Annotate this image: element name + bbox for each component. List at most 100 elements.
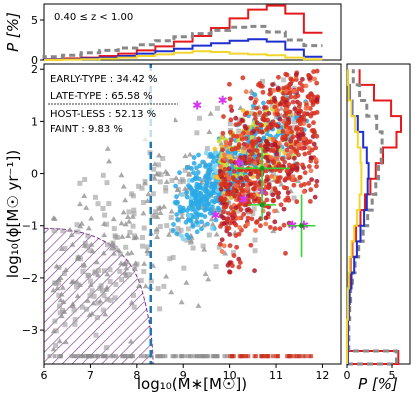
host-less-point: [85, 273, 91, 279]
faint-point: [187, 151, 194, 157]
early-type-point: [287, 125, 293, 131]
early-type-point: [303, 141, 309, 146]
late-type-point: [196, 176, 202, 182]
early-type-point: [254, 219, 260, 224]
right-x-tick-label: 0: [344, 369, 351, 382]
early-type-point: [270, 82, 275, 87]
faint-point: [144, 248, 151, 254]
early-type-point: [243, 136, 249, 141]
early-type-point: [226, 225, 232, 231]
early-type-point: [303, 83, 309, 89]
floor-point: [88, 354, 93, 359]
y-tick-label: 1: [31, 115, 38, 128]
host-less-point: [157, 224, 163, 230]
late-type-point: [200, 159, 206, 165]
late-type-point: [209, 226, 215, 231]
host-less-point: [89, 288, 95, 294]
faint-point: [100, 250, 107, 256]
floor-point: [78, 354, 83, 359]
highlight-star: ✱: [234, 156, 244, 170]
faint-point: [103, 284, 110, 290]
early-type-point: [291, 182, 297, 188]
faint-point: [202, 271, 209, 277]
host-less-point: [193, 204, 199, 210]
faint-point: [118, 220, 125, 226]
early-type-point: [296, 111, 302, 116]
error-bars: [234, 147, 316, 258]
floor-point: [52, 354, 57, 359]
host-less-point: [93, 332, 99, 338]
floor-point: [47, 354, 52, 359]
late-type-point: [213, 217, 219, 223]
late-type-point: [191, 160, 197, 166]
floor-point: [252, 354, 257, 359]
faint-point: [61, 308, 68, 314]
late-type-point: [175, 217, 180, 222]
late-type-point: [184, 232, 190, 238]
floor-point: [214, 354, 219, 359]
late-type-point: [205, 221, 210, 227]
host-less-point: [186, 171, 192, 177]
early-type-point: [228, 159, 234, 164]
main-x-label: log₁₀(M∗[M☉]): [137, 375, 247, 393]
early-type-point: [260, 83, 265, 89]
y-tick-label: −1: [22, 220, 38, 233]
faint-point: [104, 145, 111, 151]
host-less-point: [196, 115, 202, 121]
floor-point: [201, 354, 206, 359]
early-type-point: [254, 120, 260, 126]
early-type-point: [226, 175, 232, 181]
error-bar-center: [259, 165, 265, 171]
faint-point: [195, 302, 202, 308]
late-type-point: [215, 205, 221, 211]
host-less-point: [100, 205, 106, 211]
early-type-point: [270, 119, 276, 125]
faint-point: [69, 301, 76, 307]
floor-point: [139, 354, 144, 359]
faint-point: [119, 233, 126, 239]
early-type-point: [219, 237, 225, 243]
early-type-point: [294, 125, 300, 130]
faint-point: [93, 259, 100, 265]
error-bar-center: [299, 223, 305, 229]
host-less-point: [163, 185, 169, 191]
early-type-point: [311, 120, 316, 126]
host-less-point: [160, 155, 166, 161]
faint-point: [131, 235, 138, 241]
faint-point: [200, 222, 207, 228]
host-less-point: [235, 208, 241, 214]
host-less-point: [85, 233, 91, 239]
faint-point: [115, 247, 122, 253]
early-type-point: [314, 178, 320, 184]
host-less-point: [104, 296, 110, 302]
faint-point: [55, 276, 62, 282]
faint-point: [127, 338, 134, 344]
early-type-point: [254, 105, 259, 111]
early-type-point: [227, 269, 232, 275]
early-type-point: [231, 133, 236, 139]
floor-point: [301, 354, 306, 359]
early-type-point: [255, 174, 261, 180]
faint-point: [213, 231, 220, 237]
early-type-point: [257, 110, 263, 115]
late-type-point: [196, 152, 201, 158]
early-type-point: [287, 90, 293, 96]
late-type-point: [208, 208, 214, 214]
host-less-point: [163, 188, 169, 194]
early-type-point: [220, 130, 226, 136]
early-type-point: [313, 145, 319, 151]
early-type-point: [277, 101, 283, 107]
faint-point: [54, 285, 61, 291]
faint-point: [56, 338, 63, 344]
early-type-point: [248, 181, 254, 187]
floor-point: [183, 354, 188, 359]
faint-point: [270, 228, 277, 234]
early-type-point: [245, 200, 251, 206]
legend-host-less: HOST-LESS : 52.13 %: [50, 109, 156, 120]
early-type-point: [252, 168, 258, 174]
host-less-point: [139, 235, 145, 241]
faint-point: [140, 210, 147, 216]
early-type-point: [289, 136, 294, 142]
faint-point: [51, 215, 58, 221]
host-less-point: [200, 205, 206, 211]
